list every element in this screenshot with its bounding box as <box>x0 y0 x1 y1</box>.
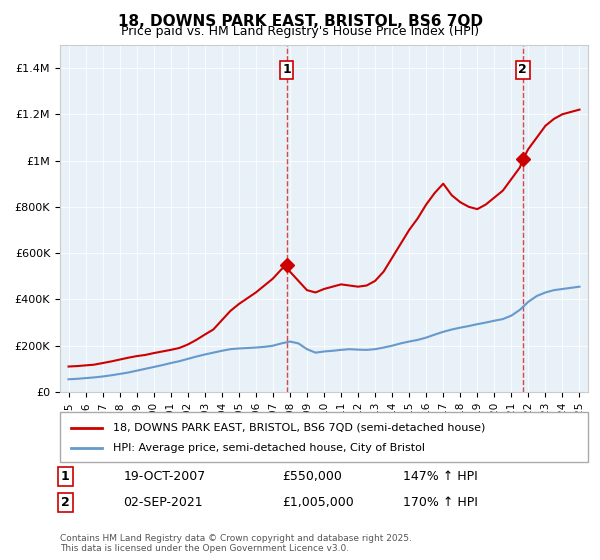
FancyBboxPatch shape <box>60 412 588 462</box>
Text: 19-OCT-2007: 19-OCT-2007 <box>124 470 206 483</box>
Text: 2: 2 <box>61 496 70 508</box>
Text: 02-SEP-2021: 02-SEP-2021 <box>124 496 203 508</box>
Text: 18, DOWNS PARK EAST, BRISTOL, BS6 7QD: 18, DOWNS PARK EAST, BRISTOL, BS6 7QD <box>118 14 482 29</box>
Text: 170% ↑ HPI: 170% ↑ HPI <box>403 496 478 508</box>
Text: 2: 2 <box>518 63 527 76</box>
Text: £550,000: £550,000 <box>282 470 341 483</box>
Text: £1,005,000: £1,005,000 <box>282 496 353 508</box>
Text: Price paid vs. HM Land Registry's House Price Index (HPI): Price paid vs. HM Land Registry's House … <box>121 25 479 38</box>
Text: Contains HM Land Registry data © Crown copyright and database right 2025.
This d: Contains HM Land Registry data © Crown c… <box>60 534 412 553</box>
Text: 147% ↑ HPI: 147% ↑ HPI <box>403 470 478 483</box>
Text: 1: 1 <box>61 470 70 483</box>
Text: 1: 1 <box>282 63 291 76</box>
Text: 18, DOWNS PARK EAST, BRISTOL, BS6 7QD (semi-detached house): 18, DOWNS PARK EAST, BRISTOL, BS6 7QD (s… <box>113 423 485 433</box>
Text: HPI: Average price, semi-detached house, City of Bristol: HPI: Average price, semi-detached house,… <box>113 443 425 453</box>
